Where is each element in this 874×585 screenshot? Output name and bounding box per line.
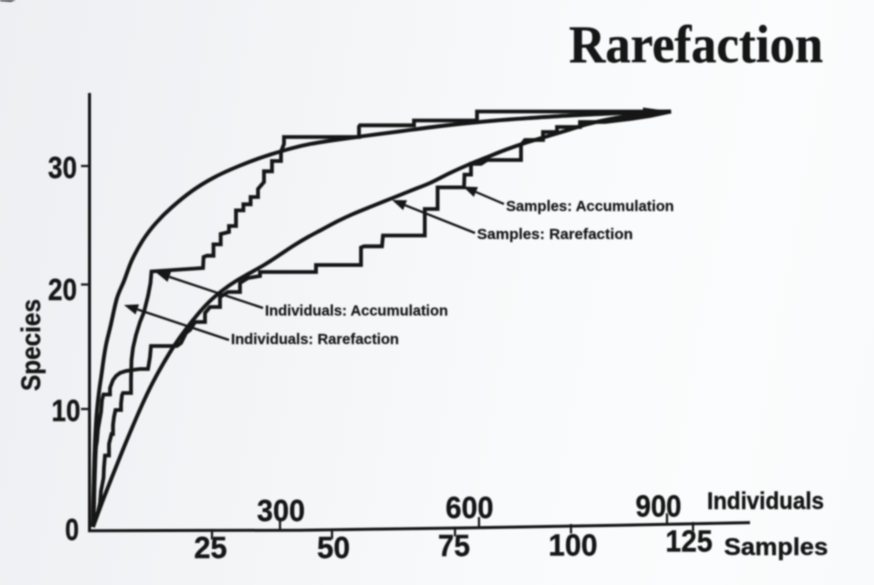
svg-text:25: 25 (194, 530, 227, 565)
svg-text:20: 20 (48, 272, 77, 307)
svg-text:30: 30 (48, 150, 77, 185)
svg-text:75: 75 (438, 528, 470, 563)
svg-text:Samples: Accumulation: Samples: Accumulation (506, 198, 674, 215)
svg-text:Individuals: Rarefaction: Individuals: Rarefaction (231, 331, 399, 348)
svg-text:900: 900 (636, 488, 682, 523)
svg-text:100: 100 (549, 527, 598, 562)
svg-text:Individuals: Accumulation: Individuals: Accumulation (265, 303, 448, 320)
svg-text:Individuals: Individuals (707, 488, 824, 515)
svg-text:Rarefaction: Rarefaction (569, 16, 823, 74)
svg-text:0: 0 (65, 512, 79, 547)
svg-text:300: 300 (257, 493, 305, 528)
svg-text:600: 600 (446, 490, 494, 525)
svg-text:Species: Species (16, 299, 46, 391)
svg-text:Samples: Samples (724, 534, 828, 561)
svg-text:Samples: Rarefaction: Samples: Rarefaction (477, 226, 633, 243)
svg-text:125: 125 (666, 524, 713, 559)
svg-text:50: 50 (317, 530, 350, 565)
svg-text:10: 10 (52, 393, 81, 428)
